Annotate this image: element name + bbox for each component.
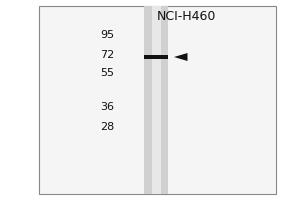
Text: 28: 28: [100, 122, 114, 132]
Bar: [152, 6, 160, 194]
Text: 36: 36: [100, 102, 114, 112]
Text: 55: 55: [100, 68, 114, 78]
Polygon shape: [174, 53, 188, 61]
Text: 72: 72: [100, 50, 114, 60]
Bar: [144, 6, 168, 194]
Text: NCI-H460: NCI-H460: [156, 9, 216, 22]
Bar: [144, 55, 168, 59]
Bar: [39, 6, 276, 194]
Text: 95: 95: [100, 30, 114, 40]
